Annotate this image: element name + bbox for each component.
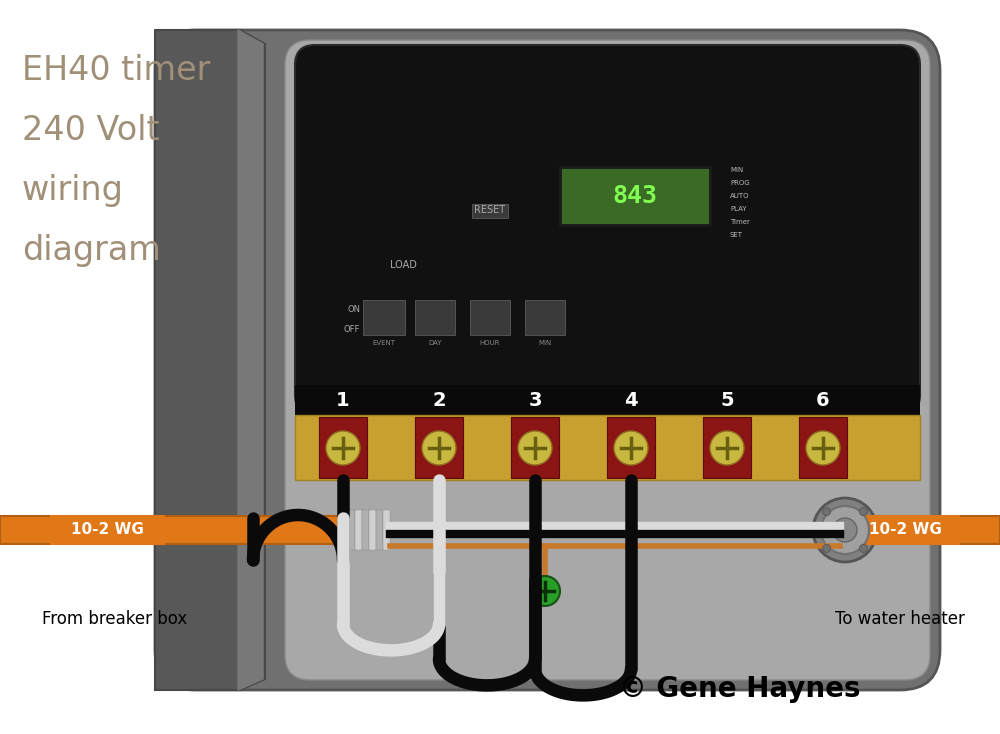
Bar — [383, 510, 390, 550]
Text: OFF: OFF — [344, 325, 360, 335]
Text: wiring: wiring — [22, 174, 124, 207]
Text: 10-2 WG: 10-2 WG — [71, 523, 143, 537]
Text: DAY: DAY — [428, 340, 442, 346]
Polygon shape — [155, 30, 265, 690]
Bar — [295, 415, 920, 480]
Circle shape — [530, 576, 560, 606]
FancyBboxPatch shape — [295, 45, 920, 415]
Text: LOAD: LOAD — [390, 260, 417, 270]
Text: To water heater: To water heater — [835, 610, 965, 628]
Text: ON: ON — [347, 305, 360, 314]
Text: SET: SET — [730, 232, 743, 238]
Text: Timer: Timer — [730, 219, 750, 225]
Bar — [607, 417, 655, 478]
Bar — [472, 204, 508, 218]
Circle shape — [614, 431, 648, 465]
Circle shape — [422, 431, 456, 465]
Bar — [415, 300, 455, 335]
Bar — [0, 516, 348, 544]
Bar — [319, 417, 367, 478]
Bar — [348, 510, 355, 550]
Circle shape — [821, 506, 869, 554]
Bar — [845, 515, 960, 545]
Bar — [511, 417, 559, 478]
Text: 2: 2 — [432, 390, 446, 410]
Polygon shape — [238, 30, 263, 690]
Bar — [415, 417, 463, 478]
Circle shape — [823, 545, 831, 553]
Text: From breaker box: From breaker box — [42, 610, 188, 628]
Bar — [560, 167, 710, 225]
Text: 1: 1 — [336, 390, 350, 410]
Bar — [799, 417, 847, 478]
Circle shape — [813, 498, 877, 562]
Bar — [877, 516, 1000, 544]
Text: 3: 3 — [528, 390, 542, 410]
Text: diagram: diagram — [22, 234, 161, 267]
Bar — [295, 385, 920, 415]
Text: 843: 843 — [612, 184, 658, 208]
Text: PLAY: PLAY — [730, 206, 747, 212]
Text: 6: 6 — [816, 390, 830, 410]
Text: EVENT: EVENT — [372, 340, 396, 346]
Circle shape — [833, 518, 857, 542]
Bar — [703, 417, 751, 478]
Circle shape — [859, 545, 867, 553]
Bar — [50, 515, 165, 545]
Bar — [376, 510, 383, 550]
Circle shape — [326, 431, 360, 465]
Text: RESET: RESET — [474, 205, 506, 215]
Bar — [470, 300, 510, 335]
Circle shape — [823, 508, 831, 515]
Bar — [363, 300, 405, 335]
FancyBboxPatch shape — [155, 30, 940, 690]
Bar — [525, 300, 565, 335]
Bar — [362, 510, 369, 550]
Text: PROG: PROG — [730, 180, 750, 186]
Text: 5: 5 — [720, 390, 734, 410]
Text: MIN: MIN — [538, 340, 552, 346]
Text: © Gene Haynes: © Gene Haynes — [619, 675, 861, 703]
Circle shape — [859, 508, 867, 515]
Text: AUTO: AUTO — [730, 193, 750, 199]
Bar — [369, 510, 376, 550]
Text: MIN: MIN — [730, 167, 743, 173]
FancyBboxPatch shape — [285, 40, 930, 680]
Bar — [355, 510, 362, 550]
Text: EH40 timer: EH40 timer — [22, 54, 210, 87]
Text: HOUR: HOUR — [480, 340, 500, 346]
Circle shape — [806, 431, 840, 465]
Text: 240 Volt: 240 Volt — [22, 114, 160, 147]
Text: 4: 4 — [624, 390, 638, 410]
Circle shape — [710, 431, 744, 465]
Text: 10-2 WG: 10-2 WG — [869, 523, 941, 537]
Circle shape — [518, 431, 552, 465]
